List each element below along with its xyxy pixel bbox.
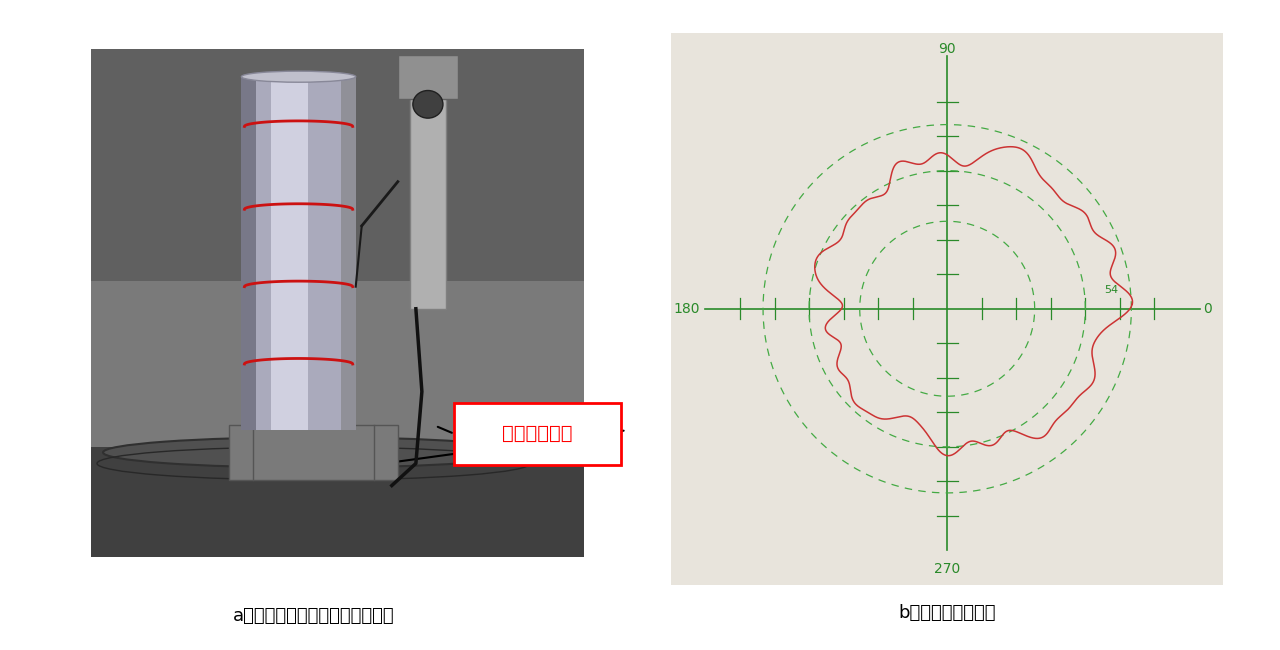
Bar	[91, 447, 585, 558]
Bar	[271, 77, 307, 430]
Bar	[242, 77, 256, 430]
Bar	[410, 60, 445, 309]
Circle shape	[413, 90, 443, 118]
Text: a）真円度測定機による測定風景: a）真円度測定機による測定風景	[233, 607, 394, 625]
Text: 54: 54	[1103, 285, 1117, 295]
Text: 180: 180	[673, 302, 700, 316]
Bar	[229, 425, 398, 480]
Ellipse shape	[242, 72, 356, 83]
Text: 90: 90	[938, 42, 956, 56]
Text: 0: 0	[1203, 302, 1212, 316]
Bar	[91, 49, 585, 558]
Bar	[340, 77, 356, 430]
Ellipse shape	[104, 437, 525, 467]
Bar	[91, 49, 585, 281]
Text: 270: 270	[934, 562, 960, 576]
Text: b）測定データの例: b）測定データの例	[899, 604, 996, 621]
Text: 回転テーブル: 回転テーブル	[502, 424, 573, 443]
Bar	[398, 55, 458, 99]
Bar	[242, 77, 356, 430]
